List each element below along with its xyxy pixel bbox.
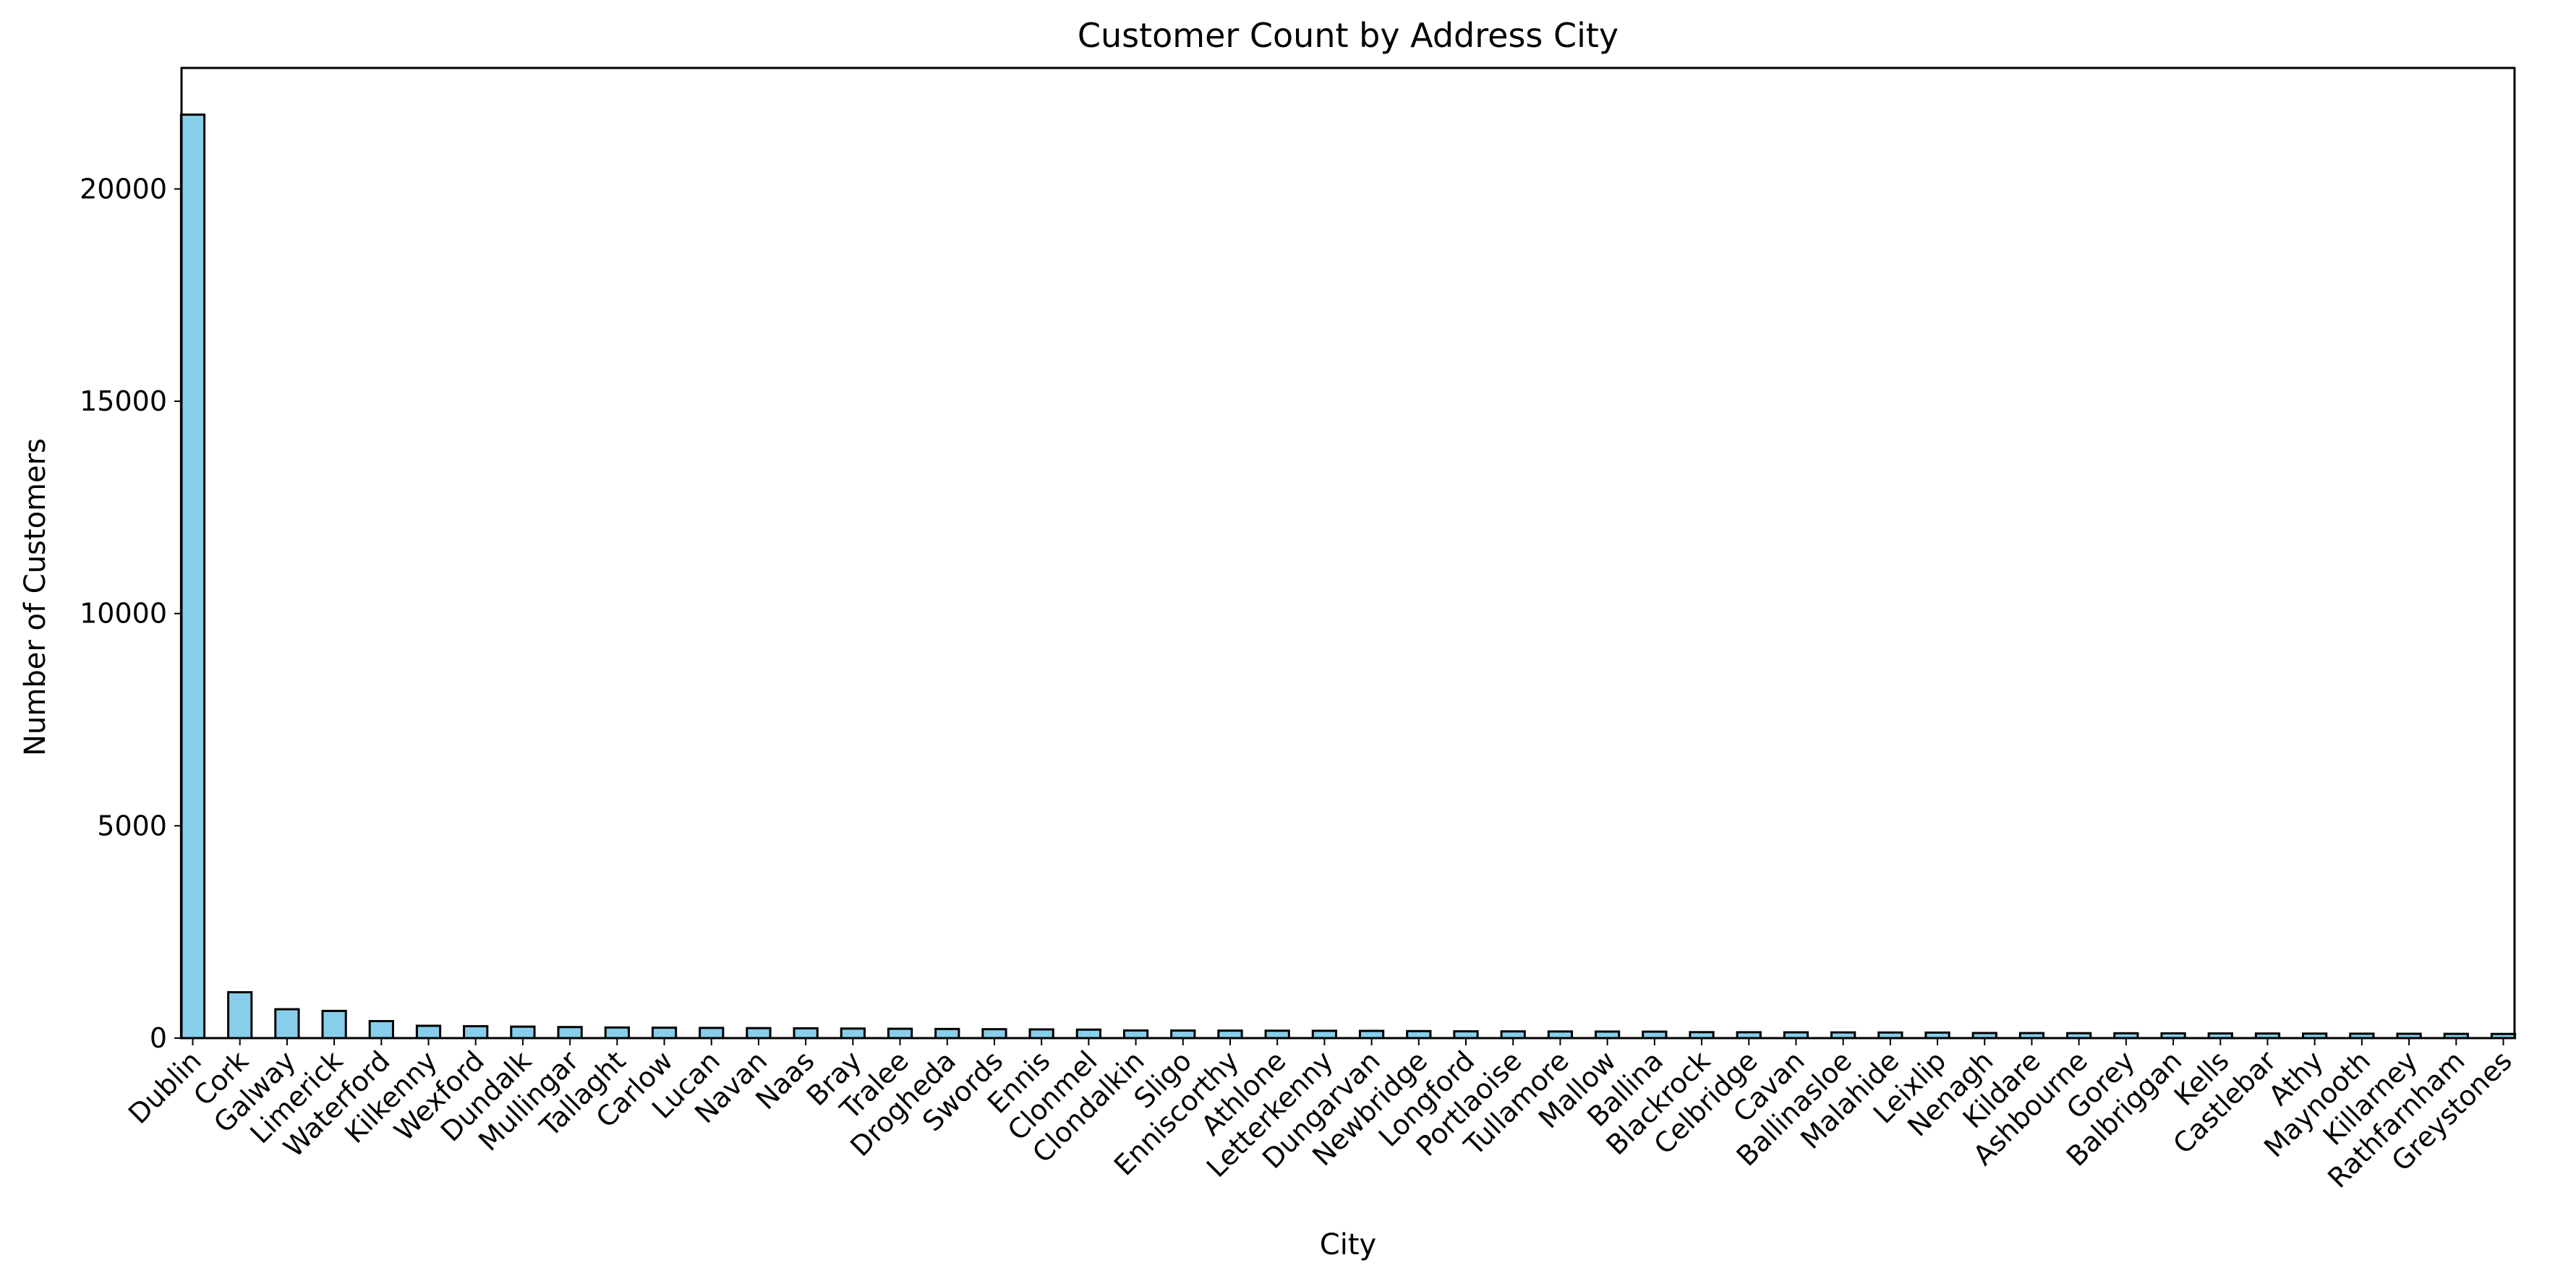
y-tick-label: 20000 — [80, 173, 167, 205]
bar-limerick — [321, 1009, 347, 1040]
bar-dundalk — [510, 1025, 536, 1040]
bar-clonmel — [1075, 1028, 1102, 1040]
y-tick-label: 0 — [150, 1022, 167, 1054]
x-axis-label: City — [1320, 1228, 1376, 1261]
bar-dublin — [179, 113, 206, 1040]
bar-waterford — [368, 1020, 394, 1040]
bar-wexford — [463, 1025, 489, 1040]
bar-ennis — [1028, 1028, 1054, 1040]
chart-title: Customer Count by Address City — [1078, 16, 1618, 55]
y-axis: 0 5000 10000 15000 20000 — [80, 173, 182, 1054]
bar-cork — [227, 991, 253, 1040]
bar-tralee — [887, 1027, 913, 1040]
bar-athlone — [1264, 1029, 1290, 1040]
bar-sligo — [1170, 1029, 1196, 1040]
bar-bray — [840, 1027, 866, 1040]
bar-kilkenny — [415, 1024, 442, 1040]
bar-mullingar — [557, 1026, 583, 1040]
bar-naas — [793, 1027, 819, 1040]
bar-letterkenny — [1311, 1029, 1338, 1040]
bar-clondalkin — [1122, 1029, 1149, 1040]
y-tick-label: 15000 — [80, 385, 167, 417]
axes-frame — [180, 67, 2516, 1040]
bar-galway — [274, 1008, 300, 1040]
plot-area — [179, 113, 2517, 1040]
bar-swords — [981, 1028, 1007, 1040]
bar-tallaght — [604, 1026, 630, 1040]
bar-lucan — [699, 1027, 725, 1040]
bar-enniscorthy — [1217, 1029, 1243, 1040]
y-tick-label: 5000 — [97, 810, 167, 841]
bar-drogheda — [934, 1027, 960, 1040]
y-tick-label: 10000 — [80, 598, 167, 630]
bar-carlow — [651, 1027, 678, 1040]
bar-navan — [746, 1027, 772, 1040]
y-axis-label: Number of Customers — [19, 438, 52, 756]
